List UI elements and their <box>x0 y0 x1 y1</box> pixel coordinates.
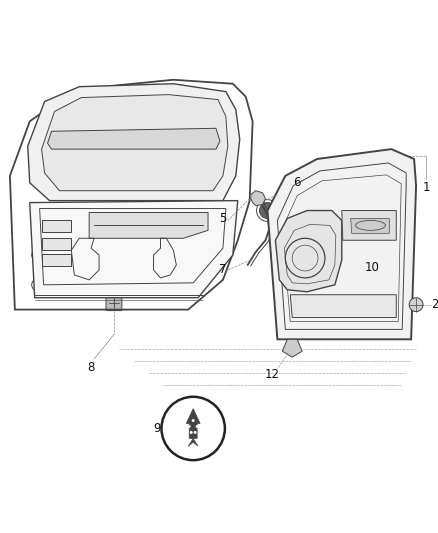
Text: 7: 7 <box>219 263 226 277</box>
Polygon shape <box>188 438 198 446</box>
Polygon shape <box>250 191 265 206</box>
Circle shape <box>162 397 225 460</box>
Text: 9: 9 <box>153 422 160 435</box>
Circle shape <box>188 425 191 428</box>
Circle shape <box>190 431 193 434</box>
Polygon shape <box>268 149 416 340</box>
Polygon shape <box>42 254 71 266</box>
Polygon shape <box>283 340 302 357</box>
Circle shape <box>409 298 423 312</box>
Text: 10: 10 <box>364 262 379 274</box>
Polygon shape <box>351 219 389 233</box>
Polygon shape <box>89 213 208 238</box>
Polygon shape <box>342 211 396 240</box>
Polygon shape <box>42 238 71 250</box>
Circle shape <box>196 425 198 428</box>
Polygon shape <box>276 211 342 292</box>
Text: 6: 6 <box>293 176 301 189</box>
Polygon shape <box>28 84 240 200</box>
Circle shape <box>260 203 276 219</box>
Text: 1: 1 <box>422 181 430 194</box>
Polygon shape <box>42 221 71 232</box>
Polygon shape <box>42 95 228 191</box>
Polygon shape <box>186 409 200 438</box>
FancyBboxPatch shape <box>106 295 122 311</box>
Text: 8: 8 <box>88 360 95 374</box>
Circle shape <box>194 431 197 434</box>
Circle shape <box>192 419 194 422</box>
Polygon shape <box>290 295 396 318</box>
Text: 12: 12 <box>265 368 280 382</box>
Text: 5: 5 <box>219 212 226 225</box>
Polygon shape <box>48 128 220 149</box>
Polygon shape <box>30 200 238 298</box>
Text: 2: 2 <box>431 298 438 311</box>
